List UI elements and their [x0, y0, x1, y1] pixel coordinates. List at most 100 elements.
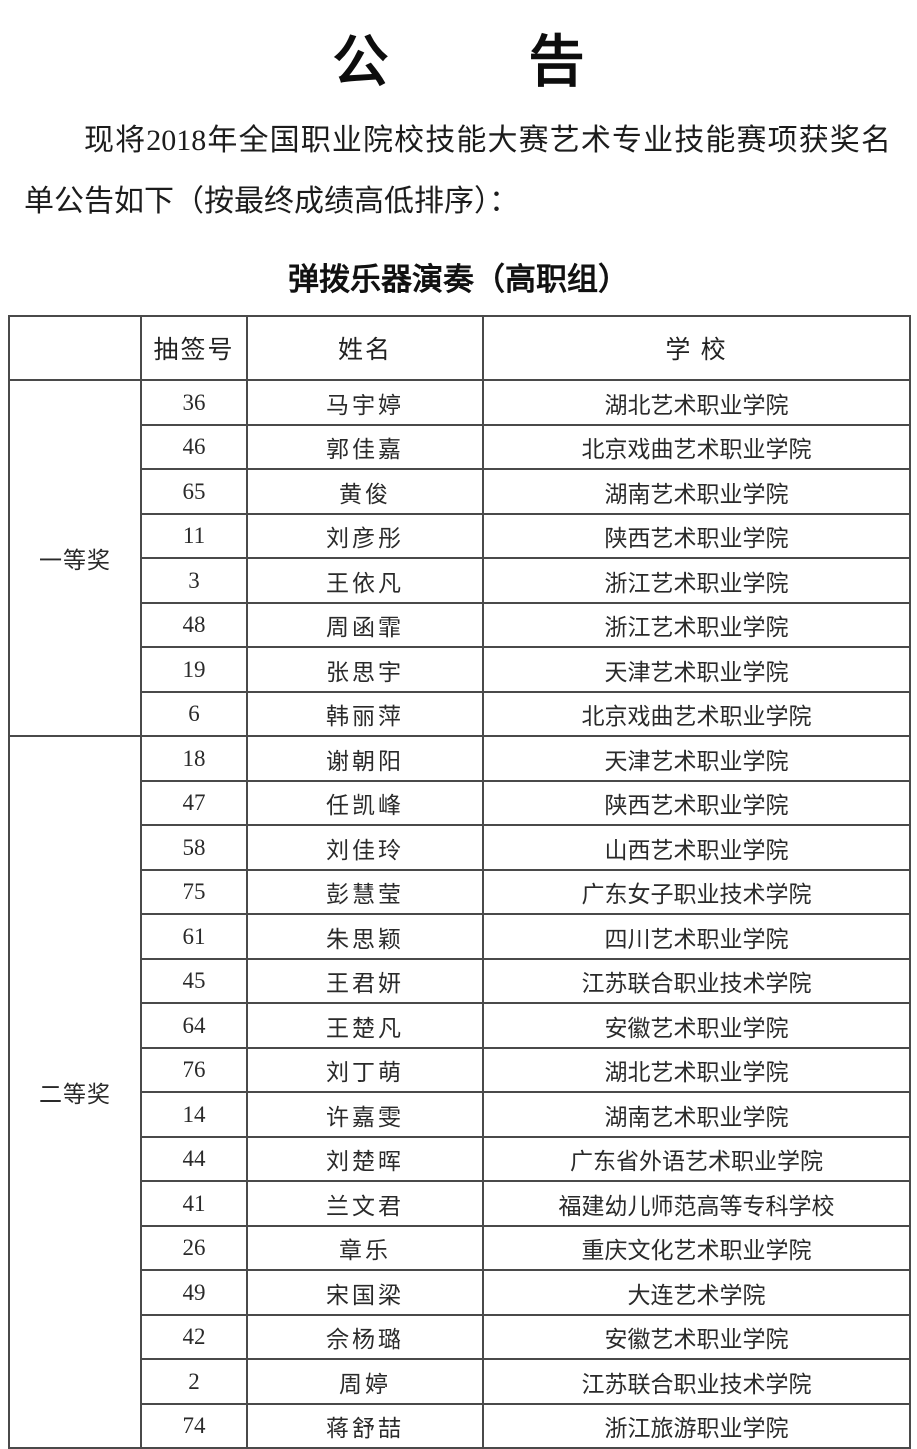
cell-school: 天津艺术职业学院 [482, 646, 911, 693]
intro-paragraph: 现将2018年全国职业院校技能大赛艺术专业技能赛项获奖名单公告如下（按最终成绩高… [24, 124, 891, 218]
table-row: 6 韩丽萍 北京戏曲艺术职业学院 [9, 690, 911, 738]
table-row: 47 任凯峰 陕西艺术职业学院 [9, 779, 911, 827]
cell-name: 马宇婷 [246, 379, 484, 426]
cell-name: 佘杨璐 [246, 1313, 484, 1361]
prize-group-cell: 二等奖 [8, 735, 142, 1449]
header-cell-school: 学 校 [482, 315, 911, 382]
table-row: 11 刘彦彤 陕西艺术职业学院 [9, 512, 911, 560]
cell-draw-number: 41 [140, 1180, 248, 1227]
cell-draw-number: 26 [140, 1224, 248, 1272]
cell-school: 广东女子职业技术学院 [482, 868, 911, 916]
table-row: 44 刘楚晖 广东省外语艺术职业学院 [9, 1135, 911, 1183]
table-row: 19 张思宇 天津艺术职业学院 [9, 646, 911, 693]
cell-draw-number: 18 [140, 735, 248, 782]
cell-name: 朱思颖 [246, 913, 484, 960]
cell-school: 天津艺术职业学院 [482, 735, 911, 782]
cell-school: 四川艺术职业学院 [482, 913, 911, 960]
cell-draw-number: 45 [140, 957, 248, 1005]
cell-draw-number: 65 [140, 468, 248, 515]
cell-name: 黄俊 [246, 468, 484, 515]
cell-name: 刘彦彤 [246, 512, 484, 560]
cell-name: 刘丁萌 [246, 1046, 484, 1094]
table-row: 65 黄俊 湖南艺术职业学院 [9, 468, 911, 515]
cell-draw-number: 2 [140, 1358, 248, 1405]
table-row: 41 兰文君 福建幼儿师范高等专科学校 [9, 1180, 911, 1227]
cell-school: 重庆文化艺术职业学院 [482, 1224, 911, 1272]
cell-school: 湖南艺术职业学院 [482, 1091, 911, 1138]
cell-name: 周函霏 [246, 601, 484, 649]
cell-school: 江苏联合职业技术学院 [482, 957, 911, 1005]
table-row: 45 王君妍 江苏联合职业技术学院 [9, 957, 911, 1005]
cell-school: 湖北艺术职业学院 [482, 1046, 911, 1094]
cell-school: 浙江艺术职业学院 [482, 601, 911, 649]
cell-name: 韩丽萍 [246, 690, 484, 738]
cell-draw-number: 6 [140, 690, 248, 738]
cell-name: 王君妍 [246, 957, 484, 1005]
cell-name: 蒋舒喆 [246, 1402, 484, 1449]
cell-school: 陕西艺术职业学院 [482, 779, 911, 827]
table-row: 49 宋国梁 大连艺术学院 [9, 1269, 911, 1316]
table-row: 48 周函霏 浙江艺术职业学院 [9, 601, 911, 649]
cell-school: 湖南艺术职业学院 [482, 468, 911, 515]
cell-school: 江苏联合职业技术学院 [482, 1358, 911, 1405]
header-cell-draw-number: 抽签号 [140, 315, 248, 382]
cell-name: 王依凡 [246, 557, 484, 604]
header-cell-name: 姓名 [246, 315, 484, 382]
cell-draw-number: 47 [140, 779, 248, 827]
cell-draw-number: 49 [140, 1269, 248, 1316]
cell-school: 北京戏曲艺术职业学院 [482, 690, 911, 738]
cell-school: 山西艺术职业学院 [482, 824, 911, 871]
table-row: 46 郭佳嘉 北京戏曲艺术职业学院 [9, 423, 911, 471]
table-row: 76 刘丁萌 湖北艺术职业学院 [9, 1046, 911, 1094]
cell-draw-number: 3 [140, 557, 248, 604]
cell-draw-number: 76 [140, 1046, 248, 1094]
cell-name: 郭佳嘉 [246, 423, 484, 471]
cell-draw-number: 58 [140, 824, 248, 871]
table-row: 14 许嘉雯 湖南艺术职业学院 [9, 1091, 911, 1138]
cell-school: 安徽艺术职业学院 [482, 1002, 911, 1049]
table-row: 64 王楚凡 安徽艺术职业学院 [9, 1002, 911, 1049]
table-row: 一等奖 36 马宇婷 湖北艺术职业学院 [8, 379, 911, 738]
cell-draw-number: 14 [140, 1091, 248, 1138]
cell-school: 湖北艺术职业学院 [482, 379, 911, 426]
cell-draw-number: 44 [140, 1135, 248, 1183]
cell-school: 大连艺术学院 [482, 1269, 911, 1316]
cell-draw-number: 19 [140, 646, 248, 693]
cell-school: 福建幼儿师范高等专科学校 [482, 1180, 911, 1227]
table-header-row: 抽签号 姓名 学 校 [8, 315, 911, 382]
table-row: 42 佘杨璐 安徽艺术职业学院 [9, 1313, 911, 1361]
cell-name: 刘楚晖 [246, 1135, 484, 1183]
cell-name: 许嘉雯 [246, 1091, 484, 1138]
cell-draw-number: 46 [140, 423, 248, 471]
table-row: 二等奖 18 谢朝阳 天津艺术职业学院 [8, 735, 911, 1449]
cell-draw-number: 36 [140, 379, 248, 426]
cell-name: 彭慧莹 [246, 868, 484, 916]
table-row: 2 周婷 江苏联合职业技术学院 [9, 1358, 911, 1405]
cell-name: 王楚凡 [246, 1002, 484, 1049]
awards-table: 抽签号 姓名 学 校 一等奖 36 马宇婷 湖北艺术职业学院 46 郭佳嘉 北京戏曲艺术职业… [8, 315, 911, 1449]
table-row: 58 刘佳玲 山西艺术职业学院 [9, 824, 911, 871]
section-title: 弹拨乐器演奏（高职组） [288, 262, 629, 298]
cell-name: 兰文君 [246, 1180, 484, 1227]
cell-draw-number: 61 [140, 913, 248, 960]
cell-school: 北京戏曲艺术职业学院 [482, 423, 911, 471]
cell-draw-number: 11 [140, 512, 248, 560]
cell-draw-number: 75 [140, 868, 248, 916]
title-area: 公告 [0, 30, 917, 97]
cell-school: 广东省外语艺术职业学院 [482, 1135, 911, 1183]
table-row: 3 王依凡 浙江艺术职业学院 [9, 557, 911, 604]
cell-school: 浙江艺术职业学院 [482, 557, 911, 604]
cell-name: 任凯峰 [246, 779, 484, 827]
cell-name: 章乐 [246, 1224, 484, 1272]
prize-group-cell: 一等奖 [8, 379, 142, 738]
cell-school: 安徽艺术职业学院 [482, 1313, 911, 1361]
table-row: 26 章乐 重庆文化艺术职业学院 [9, 1224, 911, 1272]
cell-name: 刘佳玲 [246, 824, 484, 871]
cell-name: 谢朝阳 [246, 735, 484, 782]
table-row: 75 彭慧莹 广东女子职业技术学院 [9, 868, 911, 916]
cell-name: 张思宇 [246, 646, 484, 693]
cell-draw-number: 74 [140, 1402, 248, 1449]
page-title: 公告 [332, 32, 725, 94]
cell-school: 浙江旅游职业学院 [482, 1402, 911, 1449]
